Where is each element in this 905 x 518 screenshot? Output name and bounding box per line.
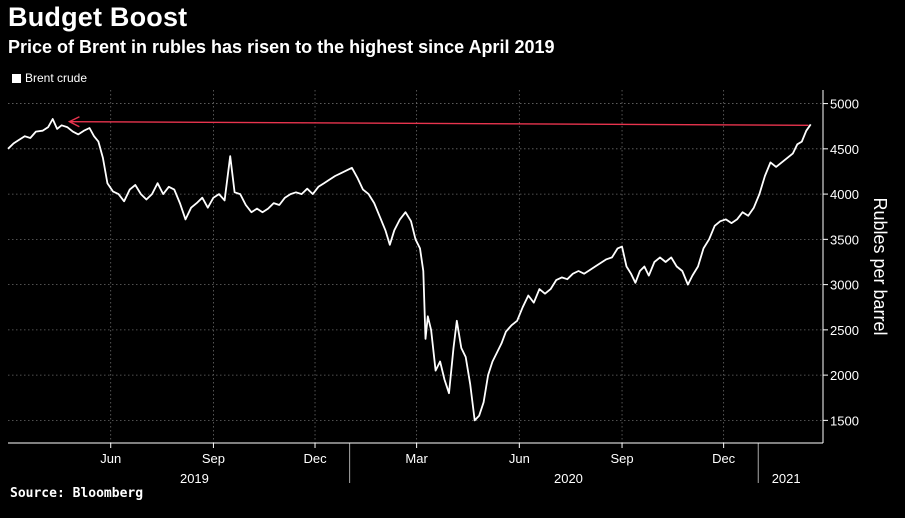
series-line-brent-crude (7, 118, 812, 422)
annotation-layer (67, 116, 809, 128)
x-tick-label-1: Sep (202, 451, 225, 466)
series-layer (7, 118, 812, 422)
x-tick-label-2: Dec (303, 451, 327, 466)
y-tick-label-4500: 4500 (830, 142, 859, 157)
annotation-arrow-line (69, 120, 809, 126)
y-tick-label-1500: 1500 (830, 413, 859, 428)
y-tick-label-2500: 2500 (830, 323, 859, 338)
x-tick-label-0: Jun (100, 451, 121, 466)
y-tick-label-2000: 2000 (830, 368, 859, 383)
x-tick-label-3: Mar (405, 451, 428, 466)
legend-label: Brent crude (25, 71, 88, 85)
grid-layer (8, 90, 823, 443)
x-tick-label-4: Jun (509, 451, 530, 466)
chart-title: Budget Boost (8, 2, 188, 32)
year-label-2019: 2019 (180, 471, 209, 486)
y-tick-label-5000: 5000 (830, 97, 859, 112)
legend: Brent crude (12, 71, 87, 85)
chart-subtitle: Price of Brent in rubles has risen to th… (8, 37, 555, 57)
y-tick-label-3000: 3000 (830, 278, 859, 293)
y-tick-label-4000: 4000 (830, 187, 859, 202)
x-tick-label-5: Sep (610, 451, 633, 466)
axis-layer: 1500 2000 2500 3000 3500 4000 4500 5000 Jun Sep De… (8, 90, 859, 486)
annotation-arrow-head (67, 116, 80, 128)
y-tick-label-3500: 3500 (830, 232, 859, 247)
source-note: Source: Bloomberg (10, 486, 144, 501)
legend-swatch (12, 73, 21, 83)
year-label-2020: 2020 (554, 471, 583, 486)
x-tick-label-6: Dec (712, 451, 736, 466)
year-label-2021: 2021 (772, 471, 801, 486)
y-axis-label: Rubles per barrel (870, 197, 890, 335)
